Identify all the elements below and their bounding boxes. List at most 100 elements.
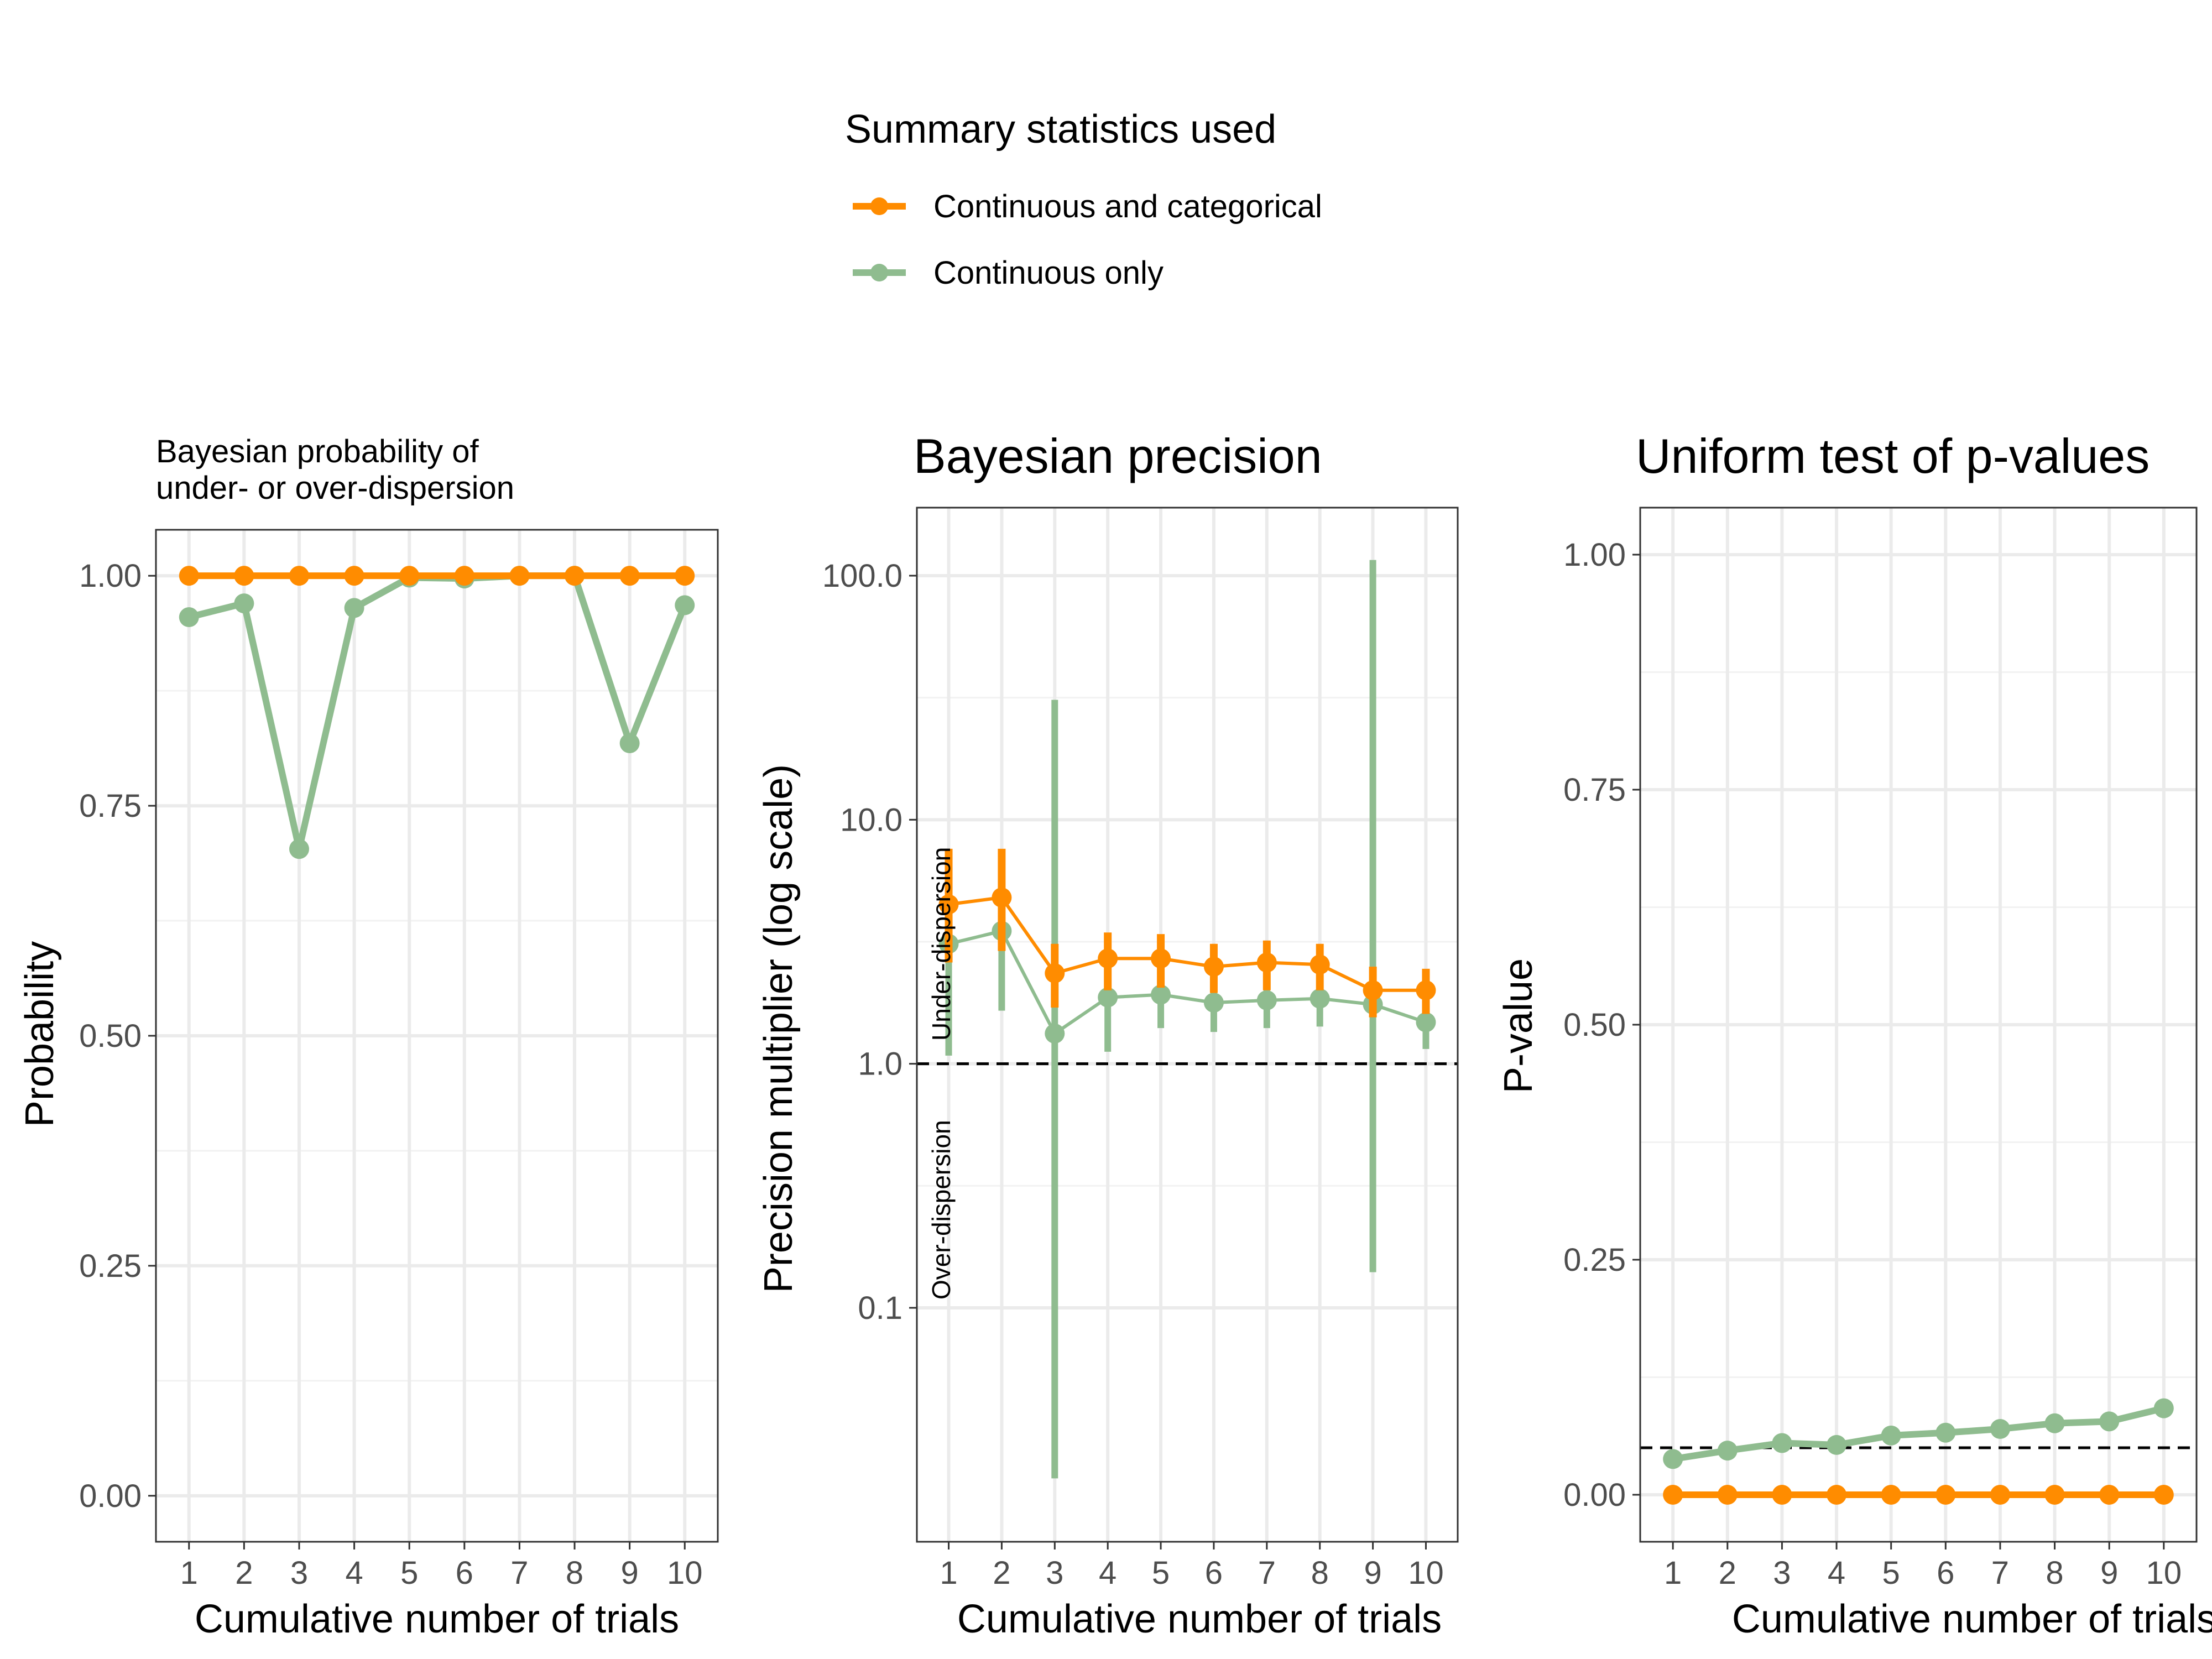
legend-key-point-0 [870,197,888,215]
panel-pvalue-xticks: 1 2 3 4 5 6 7 8 9 10 [1664,1542,2182,1591]
legend-item-label-0: Continuous and categorical [933,189,1322,225]
pval-xtick-label-8: 9 [2100,1555,2118,1591]
pval-ytick-label-2: 0.50 [1563,1007,1626,1043]
panel-precision-xlabel: Cumulative number of trials [957,1597,1442,1641]
prob-xtick-label-1: 2 [235,1555,253,1591]
pval-xtick-label-5: 6 [1937,1555,1954,1591]
prec-point-s0-8 [1363,980,1383,1000]
pval-xtick-label-6: 7 [1991,1555,2009,1591]
prec-point-s0-5 [1203,957,1224,977]
legend-item-1: Continuous only [853,255,1164,291]
pval-xtick-label-7: 8 [2046,1555,2063,1591]
panel-precision-series [938,560,1436,1479]
panel-probability-yticks: 0.00 0.25 0.50 0.75 1.00 [79,558,156,1514]
prec-ytick-label-3: 100.0 [822,558,902,594]
prob-series-1 [179,566,695,859]
prob-point-s1-8 [619,733,640,753]
pval-xtick-label-4: 5 [1882,1555,1900,1591]
prec-point-s0-1 [992,888,1012,908]
pval-point-s1-9 [2153,1398,2174,1418]
prec-point-s0-3 [1098,948,1118,969]
pval-ytick-label-1: 0.25 [1563,1242,1626,1278]
prec-point-s1-5 [1203,993,1224,1013]
pval-line-s1 [1672,1405,2165,1463]
prob-ytick-label-1: 0.25 [79,1248,142,1284]
legend-key-point-1 [870,264,888,281]
pval-point-s0-1 [1717,1485,1738,1505]
pval-point-s1-8 [2099,1411,2120,1432]
pval-point-s0-8 [2099,1485,2120,1505]
pval-ytick-label-3: 0.75 [1563,772,1626,808]
prec-point-s1-3 [1098,987,1118,1008]
prec-xtick-label-3: 4 [1099,1555,1117,1591]
legend-item-0: Continuous and categorical [853,189,1322,225]
prec-point-s0-2 [1045,963,1065,983]
prec-xtick-label-0: 1 [940,1555,957,1591]
prob-xtick-label-8: 9 [620,1555,638,1591]
pval-point-s1-0 [1663,1449,1683,1469]
prec-xtick-label-9: 10 [1408,1555,1444,1591]
panel-precision: 0.1 1.0 10.0 100.0 1 2 3 4 5 6 7 8 9 10 Bayesian pre… [757,429,1459,1641]
prec-point-s1-2 [1045,1023,1065,1044]
prob-point-s0-9 [675,566,695,586]
prob-xtick-label-7: 8 [566,1555,583,1591]
prob-series-0 [179,566,695,586]
prec-xtick-label-1: 2 [993,1555,1010,1591]
prob-ytick-label-2: 0.50 [79,1018,142,1054]
prob-xtick-label-9: 10 [667,1555,703,1591]
prob-point-s0-5 [454,566,474,586]
panel-probability-xticks: 1 2 3 4 5 6 7 8 9 10 [180,1542,703,1591]
legend-item-label-1: Continuous only [933,255,1164,291]
prec-xtick-label-6: 7 [1258,1555,1276,1591]
prob-xtick-label-0: 1 [180,1555,198,1591]
prob-ytick-label-4: 1.00 [79,558,142,594]
panel-pvalue-ylabel: P-value [1496,958,1541,1093]
prec-line-s0 [948,896,1426,992]
prob-ytick-label-3: 0.75 [79,788,142,824]
prec-point-s1-4 [1151,984,1171,1005]
legend-title: Summary statistics used [845,107,1276,152]
panel-probability-ylabel: Probability [18,941,62,1127]
prob-point-s1-1 [234,593,254,614]
pval-xtick-label-3: 4 [1828,1555,1845,1591]
panel-precision-xticks: 1 2 3 4 5 6 7 8 9 10 [940,1542,1444,1591]
panel-precision-ylabel: Precision multiplier (log scale) [757,764,801,1293]
prec-series-0 [938,848,1436,1018]
prob-point-s1-9 [675,595,695,615]
prob-point-s0-8 [619,566,640,586]
panel-precision-yticks: 0.1 1.0 10.0 100.0 [822,558,917,1326]
prec-point-s1-9 [1416,1012,1436,1032]
prob-point-s0-7 [565,566,585,586]
panel-precision-annotation-under: Under-dispersion [927,847,956,1041]
pval-point-s0-9 [2153,1485,2174,1505]
prec-line-s1 [948,929,1427,1035]
prec-point-s1-7 [1310,988,1330,1009]
prob-xtick-label-5: 6 [456,1555,473,1591]
pval-point-s0-3 [1827,1485,1847,1505]
pval-series-1 [1663,1398,2174,1469]
panel-pvalue-xlabel: Cumulative number of trials [1732,1597,2212,1641]
panel-pvalue-title: Uniform test of p-values [1636,429,2150,483]
prec-point-s0-0 [938,894,959,915]
pval-point-s1-5 [1936,1422,1956,1443]
prob-point-s0-2 [289,566,309,586]
prec-point-s0-4 [1151,948,1171,969]
panel-probability-xlabel: Cumulative number of trials [195,1597,679,1641]
pval-point-s0-5 [1936,1485,1956,1505]
prob-xtick-label-6: 7 [510,1555,528,1591]
prec-xtick-label-7: 8 [1311,1555,1329,1591]
prec-point-s0-9 [1416,980,1436,1000]
prob-point-s0-4 [399,566,420,586]
pval-point-s1-2 [1772,1433,1792,1453]
panel-pvalue-grid [1640,508,2197,1542]
prec-point-s1-6 [1256,990,1277,1010]
pval-point-s1-1 [1717,1441,1738,1461]
prob-point-s1-3 [344,598,364,618]
panel-probability: 0.00 0.25 0.50 0.75 1.00 1 2 3 4 5 6 7 8 9 10 Bayesia… [18,434,719,1641]
pval-point-s0-0 [1663,1485,1683,1505]
panel-precision-title: Bayesian precision [914,429,1322,483]
prob-xtick-label-3: 4 [345,1555,363,1591]
prec-xtick-label-8: 9 [1364,1555,1381,1591]
prec-xtick-label-5: 6 [1205,1555,1223,1591]
panel-precision-annotation-over: Over-dispersion [927,1120,956,1300]
